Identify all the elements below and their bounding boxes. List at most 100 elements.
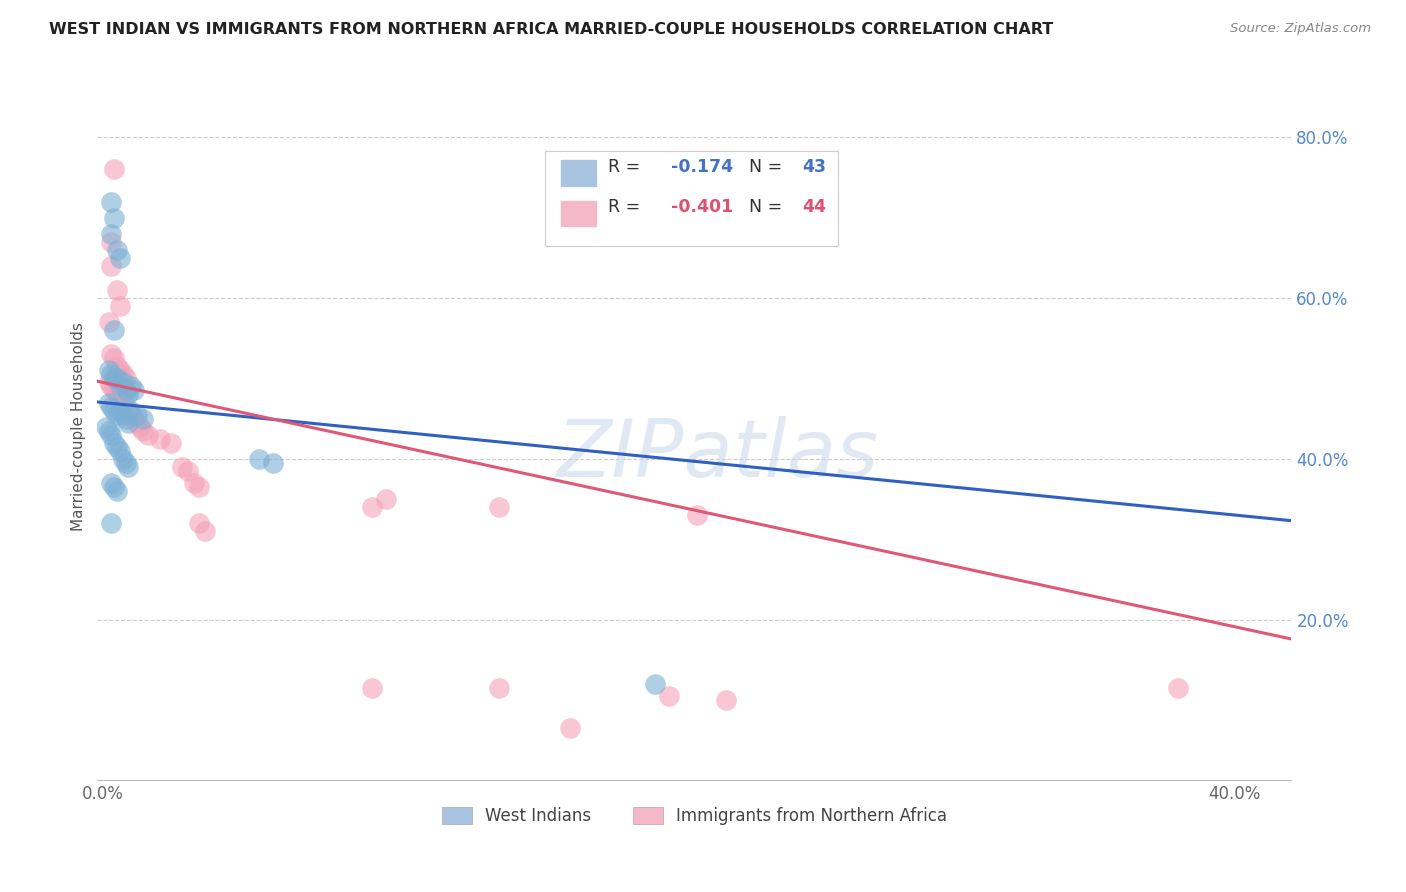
Point (117, 416, 139, 430)
Legend: West Indians, Immigrants from Northern Africa: West Indians, Immigrants from Northern A… (441, 807, 948, 825)
Point (188, 480, 211, 494)
Point (644, 677, 666, 691)
Point (247, 451, 270, 466)
Point (103, 162, 125, 177)
Point (97, 395, 120, 409)
Point (111, 395, 134, 409)
Point (108, 299, 131, 313)
Point (103, 323, 125, 337)
Point (120, 408, 142, 422)
Point (114, 400, 136, 414)
Point (114, 411, 136, 425)
Point (97, 315, 120, 329)
Point (100, 347, 122, 361)
Point (103, 351, 125, 366)
Point (558, 721, 581, 735)
Point (100, 379, 122, 393)
Point (1167, 681, 1189, 695)
Point (94, 419, 117, 434)
Point (111, 451, 134, 466)
Point (194, 524, 217, 538)
Point (100, 227, 122, 241)
Point (103, 403, 125, 417)
Point (100, 475, 122, 490)
Point (105, 359, 128, 374)
Point (131, 424, 153, 438)
Point (105, 408, 128, 422)
Point (117, 459, 139, 474)
Point (488, 500, 510, 514)
Point (105, 283, 128, 297)
Point (125, 416, 148, 430)
Point (714, 693, 737, 707)
Point (111, 408, 134, 422)
Y-axis label: Married-couple Households: Married-couple Households (72, 322, 86, 531)
Point (120, 379, 142, 393)
FancyBboxPatch shape (546, 151, 838, 246)
Point (103, 480, 125, 494)
Point (117, 387, 139, 401)
Point (103, 371, 125, 385)
Point (122, 411, 145, 425)
Point (105, 371, 128, 385)
Point (111, 368, 134, 382)
Point (262, 456, 284, 470)
Text: ZIPatlas: ZIPatlas (557, 416, 879, 494)
Point (114, 456, 136, 470)
Point (177, 464, 200, 478)
Bar (561, 201, 596, 227)
Point (183, 475, 205, 490)
Text: N =: N = (749, 198, 789, 217)
Point (103, 211, 125, 225)
Point (100, 259, 122, 273)
Point (97, 376, 120, 390)
Point (100, 516, 122, 530)
Point (108, 403, 131, 417)
Point (131, 411, 153, 425)
Point (360, 681, 382, 695)
Point (360, 500, 382, 514)
Point (105, 440, 128, 454)
Point (686, 508, 709, 522)
Text: 43: 43 (801, 158, 825, 176)
Point (108, 363, 131, 377)
Point (111, 376, 134, 390)
Point (105, 483, 128, 498)
Point (149, 432, 172, 446)
Text: WEST INDIAN VS IMMIGRANTS FROM NORTHERN AFRICA MARRIED-COUPLE HOUSEHOLDS CORRELA: WEST INDIAN VS IMMIGRANTS FROM NORTHERN … (49, 22, 1053, 37)
Point (108, 392, 131, 406)
Point (658, 689, 681, 703)
Text: R =: R = (609, 198, 647, 217)
Text: N =: N = (749, 158, 789, 176)
Text: R =: R = (609, 158, 647, 176)
Point (128, 419, 150, 434)
Text: Source: ZipAtlas.com: Source: ZipAtlas.com (1230, 22, 1371, 36)
Point (160, 435, 183, 450)
Point (136, 427, 159, 442)
Point (103, 384, 125, 398)
Point (108, 379, 131, 393)
Text: 44: 44 (801, 198, 825, 217)
Point (97, 424, 120, 438)
Point (172, 459, 194, 474)
Point (105, 387, 128, 401)
Point (105, 243, 128, 257)
Point (108, 251, 131, 265)
Point (103, 435, 125, 450)
Point (114, 371, 136, 385)
Point (117, 403, 139, 417)
Bar (561, 161, 596, 186)
Point (114, 384, 136, 398)
Point (125, 408, 148, 422)
Point (97, 363, 120, 377)
Point (122, 384, 145, 398)
Point (108, 443, 131, 458)
Point (488, 681, 510, 695)
Point (375, 491, 398, 506)
Text: -0.401: -0.401 (671, 198, 733, 217)
Point (100, 427, 122, 442)
Point (100, 400, 122, 414)
Text: -0.174: -0.174 (671, 158, 733, 176)
Point (120, 403, 142, 417)
Point (100, 235, 122, 249)
